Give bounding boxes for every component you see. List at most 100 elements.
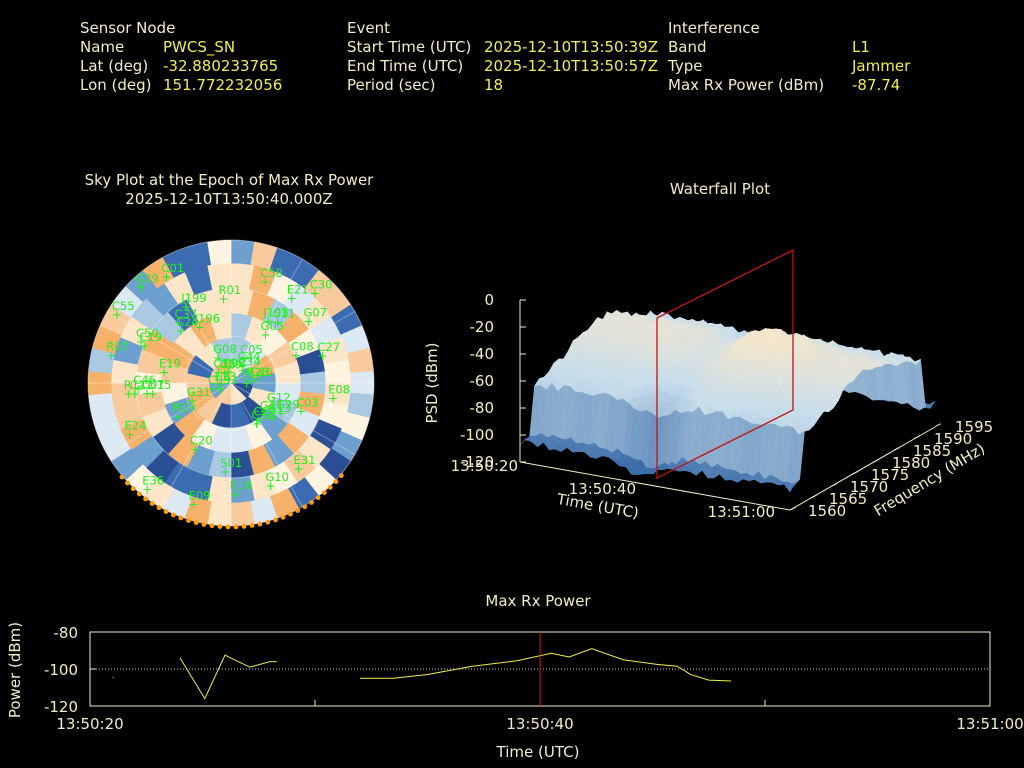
horizon-dot <box>280 514 286 520</box>
satellite-label: G10 <box>265 470 289 484</box>
event-title: Event <box>347 19 390 37</box>
satellite-label: C08 <box>291 339 314 353</box>
satellite-label: R10 <box>230 479 253 493</box>
satellite-label: C16 <box>250 365 273 379</box>
satellite-label: G12 <box>267 390 291 404</box>
horizon-dot <box>170 512 176 518</box>
satellite-marker: + <box>261 328 271 342</box>
azimuth-line <box>230 382 303 508</box>
satellite-marker: + <box>268 410 278 424</box>
satellite-marker: + <box>216 382 226 396</box>
name-value: PWCS_SN <box>163 38 236 56</box>
satellite-marker: + <box>176 324 186 338</box>
satellite-label: C05 <box>240 343 263 357</box>
horizon-dot <box>233 524 239 530</box>
satellite-label: G15 <box>148 378 172 392</box>
azimuth-line <box>159 258 232 384</box>
horizon-dot <box>163 509 169 514</box>
satellite-label: G29 <box>276 398 300 412</box>
horizon-dot <box>143 496 148 502</box>
maxrx-line <box>179 654 277 700</box>
azimuth-line <box>230 311 356 384</box>
satellite-label: G13 <box>268 401 292 415</box>
period-value: 18 <box>484 76 504 94</box>
satellite-label: C20 <box>190 434 213 448</box>
azimuth-line <box>230 258 303 384</box>
horizon-dot <box>321 490 327 496</box>
satellite-label: C02 <box>223 356 246 370</box>
satellite-marker: + <box>142 482 152 496</box>
start-time-value: 2025-12-10T13:50:39Z <box>484 38 658 56</box>
satellite-label: C32 <box>251 408 274 422</box>
satellite-marker: + <box>303 314 313 328</box>
satellite-marker: + <box>219 366 229 380</box>
horizon-dot <box>186 518 191 523</box>
maxrx-line <box>360 648 732 682</box>
satellite-marker: + <box>260 408 270 422</box>
satellite-marker: + <box>328 392 338 406</box>
azimuth-line <box>159 382 232 508</box>
satellite-marker: + <box>238 363 248 377</box>
horizon-dot <box>302 504 308 510</box>
satellite-label: C29 <box>219 357 242 371</box>
name-label: Name <box>80 38 125 56</box>
psd-surface <box>519 309 936 493</box>
horizon-dot <box>156 505 162 511</box>
satellite-label: C07 <box>142 378 165 392</box>
satellite-label: E19 <box>159 357 181 371</box>
satellite-label: C55 <box>112 299 135 313</box>
satellite-marker: + <box>251 417 261 431</box>
satellite-marker: + <box>310 286 320 300</box>
horizon-dot <box>315 495 321 501</box>
satellite-label: G07 <box>304 305 328 319</box>
waterfall-title: Waterfall Plot <box>669 180 771 198</box>
horizon-dot <box>249 523 255 528</box>
horizon-markers <box>119 473 344 530</box>
satellite-marker: + <box>208 382 218 396</box>
satellite-label: C37 <box>175 307 198 321</box>
satellite-marker: + <box>276 407 286 421</box>
horizon-dot <box>327 484 333 490</box>
horizon-dot <box>309 499 314 505</box>
horizon-dot <box>217 524 223 529</box>
satellite-marker: + <box>175 316 185 330</box>
sensor-node-block: Sensor Node Name PWCS_SN Lat (deg) -32.880… <box>80 19 330 95</box>
sky-grid <box>87 239 375 527</box>
satellite-marker: + <box>124 387 134 401</box>
satellite-marker: + <box>250 374 260 388</box>
satellite-marker: + <box>159 366 169 380</box>
horizon-dot <box>119 474 125 480</box>
satellite-label: R07 <box>106 340 129 354</box>
satellite-marker: + <box>148 387 158 401</box>
horizon-dot <box>288 511 293 517</box>
band-label: Band <box>668 38 707 56</box>
satellite-marker: + <box>195 320 205 334</box>
type-label: Type <box>668 57 703 75</box>
satellite-marker: + <box>291 348 301 362</box>
satellite-marker: + <box>133 382 143 396</box>
skyplot-title: Sky Plot at the Epoch of Max Rx Power <box>84 171 374 189</box>
satellite-marker: + <box>265 479 275 493</box>
satellite-label: C34 <box>238 354 261 368</box>
satellite-marker: + <box>106 349 116 363</box>
satellite-marker: + <box>238 359 248 373</box>
satellite-marker: + <box>181 300 191 314</box>
maxrx-xtick-label: 13:51:00 <box>956 715 1023 733</box>
horizon-dot <box>241 524 247 529</box>
end-time-label: End Time (UTC) <box>347 57 464 75</box>
satellite-label: G21 <box>260 399 284 413</box>
horizon-dot <box>225 524 231 530</box>
horizon-dot <box>257 521 263 527</box>
satellite-marker: + <box>294 462 304 476</box>
end-time-value: 2025-12-10T13:50:57Z <box>484 57 658 75</box>
satellite-marker: + <box>142 387 152 401</box>
event-block: Event Start Time (UTC) 2025-12-10T13:50:3… <box>347 19 667 95</box>
interference-title: Interference <box>668 19 760 37</box>
satellite-marker: + <box>223 365 233 379</box>
horizon-dot <box>273 517 278 523</box>
horizon-ring <box>87 239 375 527</box>
satellite-marker: + <box>213 366 223 380</box>
elevation-ring <box>135 287 327 479</box>
satellite-label: C19 <box>139 330 162 344</box>
